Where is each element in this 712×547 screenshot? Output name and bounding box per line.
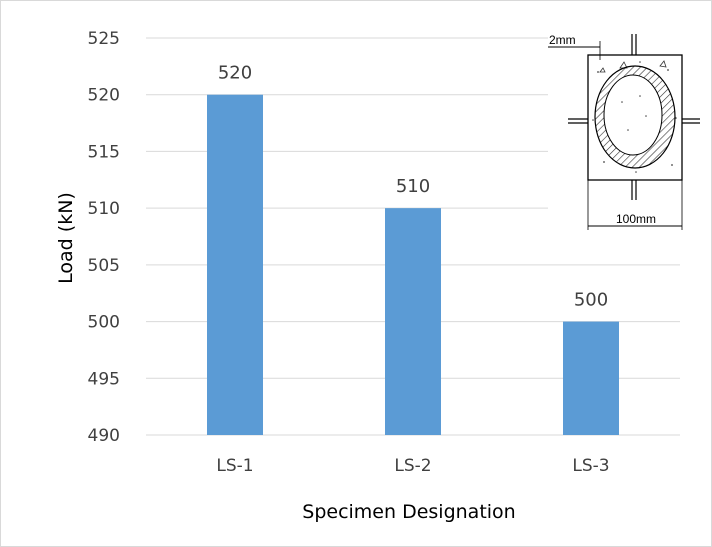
data-label-ls-1: 520 — [218, 63, 252, 84]
width-label: 100mm — [616, 212, 656, 226]
thickness-label: 2mm — [549, 33, 576, 47]
y-tick-label: 500 — [88, 313, 120, 333]
data-label-ls-3: 500 — [574, 290, 608, 311]
x-tick-label: LS-2 — [394, 456, 431, 476]
y-tick-label: 490 — [88, 426, 120, 446]
y-tick-label: 510 — [88, 199, 120, 219]
y-tick-label: 515 — [88, 142, 120, 162]
core-concrete — [603, 74, 663, 156]
y-axis-title: Load (kN) — [55, 192, 77, 284]
x-axis-title: Specimen Designation — [302, 501, 515, 523]
x-tick-label: LS-3 — [572, 456, 609, 476]
y-tick-label: 495 — [88, 369, 120, 389]
core-speckles — [621, 95, 647, 131]
bars — [207, 94, 619, 435]
y-tick-label: 525 — [88, 29, 120, 49]
loading-arms — [568, 34, 700, 200]
bar-ls-3 — [563, 321, 619, 435]
y-tick-label: 520 — [88, 86, 120, 106]
bar-ls-2 — [385, 208, 441, 435]
data-labels: 520 510 500 — [218, 63, 608, 311]
tick-labels: 490 495 500 505 510 515 520 525 LS-1 LS-2 LS-3 — [88, 29, 610, 476]
bar-ls-1 — [207, 94, 263, 435]
data-label-ls-2: 510 — [396, 176, 430, 197]
y-tick-label: 505 — [88, 256, 120, 276]
cross-section-inset: 2mm 100mm — [548, 30, 706, 232]
x-tick-label: LS-1 — [216, 456, 253, 476]
